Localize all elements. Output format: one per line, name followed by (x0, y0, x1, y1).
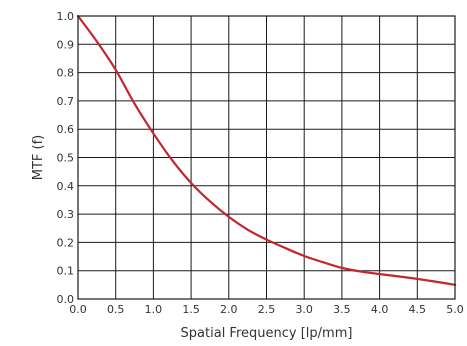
y-axis-title: MTF (f) (31, 135, 46, 181)
y-tick-label: 0.6 (57, 123, 75, 136)
y-tick-label: 0.1 (57, 265, 75, 278)
y-tick-label: 0.9 (57, 38, 75, 51)
y-tick-label: 0.7 (57, 95, 75, 108)
x-tick-label: 2.0 (220, 303, 238, 316)
x-tick-label: 4.0 (371, 303, 389, 316)
series-group (76, 14, 457, 286)
grid (77, 15, 456, 300)
y-tick-label: 0.3 (57, 208, 75, 221)
x-tick-label: 3.5 (333, 303, 351, 316)
x-tick-label: 0.0 (69, 303, 87, 316)
y-tick-label: 0.5 (57, 152, 75, 165)
x-axis-title: Spatial Frequency [lp/mm] (181, 326, 353, 341)
y-tick-label: 0.0 (57, 293, 75, 306)
y-tick-label: 0.8 (57, 67, 75, 80)
mtf-series-line (76, 14, 457, 286)
y-tick-label: 0.2 (57, 236, 75, 249)
plot-frame (77, 15, 456, 300)
y-tick-label: 0.4 (57, 180, 75, 193)
x-tick-label: 5.0 (446, 303, 464, 316)
y-tick-labels: 0.0 0.1 0.2 0.3 0.4 0.5 0.6 0.7 0.8 0.9 1.0 (57, 10, 75, 306)
x-tick-label: 1.0 (145, 303, 163, 316)
x-tick-label: 2.5 (258, 303, 276, 316)
x-tick-labels: 0.0 0.5 1.0 1.5 2.0 2.5 3.0 3.5 4.0 4.5 5.0 (69, 303, 464, 316)
x-tick-label: 3.0 (295, 303, 313, 316)
x-tick-label: 0.5 (107, 303, 125, 316)
x-tick-label: 1.5 (182, 303, 200, 316)
x-tick-label: 4.5 (409, 303, 427, 316)
y-tick-label: 1.0 (57, 10, 75, 23)
